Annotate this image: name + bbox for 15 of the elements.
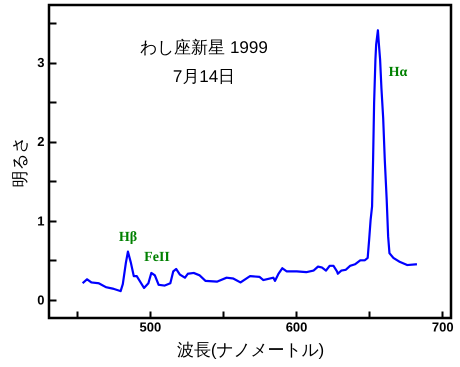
y-tick-label: 2 bbox=[37, 134, 44, 150]
y-tick-label: 0 bbox=[37, 292, 44, 308]
annotation: FeII bbox=[144, 250, 170, 265]
y-tick-label: 3 bbox=[37, 55, 44, 70]
y-tick-label: 1 bbox=[37, 213, 44, 228]
annotation: Hβ bbox=[118, 230, 138, 245]
text: 7月14日 bbox=[172, 67, 236, 86]
annotation: Hα bbox=[388, 65, 408, 80]
y-axis-title: 明るさ bbox=[10, 136, 30, 188]
x-tick-label: 700 bbox=[432, 320, 454, 334]
x-tick-label: 500 bbox=[140, 320, 162, 334]
x-axis-title: 波長(ナノメートル) bbox=[176, 340, 324, 360]
x-tick-label: 600 bbox=[286, 320, 308, 334]
line-series bbox=[82, 29, 418, 292]
text: わし座新星 1999 bbox=[140, 38, 268, 57]
